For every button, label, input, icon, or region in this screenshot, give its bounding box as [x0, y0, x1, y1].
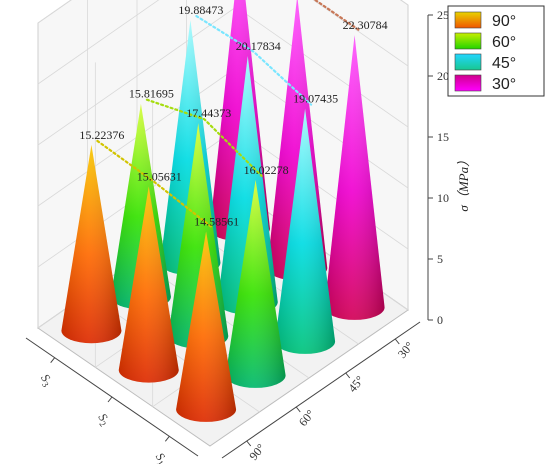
value-label-S2-90°: 15.05631	[137, 169, 182, 183]
legend: 90° 60° 45° 30°	[447, 5, 545, 97]
cone-S1-45°	[275, 108, 336, 354]
sample-tick-label: S3	[37, 371, 56, 389]
legend-label: 45°	[492, 55, 516, 72]
value-label-S1-90°: 14.58561	[194, 214, 239, 228]
sample-subscript: 3	[40, 380, 51, 390]
cone-S1-30°	[324, 35, 385, 320]
sample-tick-label: S1	[151, 450, 170, 464]
angle-tick-mark	[246, 440, 252, 447]
cone-shading	[118, 186, 179, 383]
dotted-connector-45°	[195, 14, 313, 106]
legend-label: 90°	[492, 13, 516, 30]
angle-tick-mark	[295, 406, 301, 413]
sample-axis: S3 S2 S1	[25, 337, 199, 464]
value-label-S1-30°: 22.30784	[343, 18, 388, 32]
z-axis-title: σ（MPa）	[456, 154, 471, 212]
value-label-S2-60°: 17.44373	[186, 106, 231, 120]
sample-subscript: 2	[97, 419, 108, 428]
cone-shading	[176, 231, 237, 422]
cone-S1-60°	[225, 179, 286, 388]
z-axis: 0 5 10 15 20 25 σ（MPa）	[427, 8, 471, 327]
cone-S1-90°	[176, 231, 237, 422]
sample-tick-mark	[164, 436, 170, 442]
sample-subscript: 1	[155, 458, 166, 464]
value-label-S2-45°: 20.17834	[236, 39, 281, 53]
z-tick-label: 10	[437, 191, 449, 205]
z-tick-label: 5	[437, 252, 443, 266]
dotted-connector-60°	[145, 98, 263, 177]
cone-S2-90°	[118, 186, 179, 383]
sample-tick-mark	[107, 396, 113, 403]
legend-swatch	[454, 53, 482, 71]
legend-swatch	[454, 11, 482, 29]
angle-axis-line	[221, 321, 421, 459]
cone-shading	[61, 144, 122, 344]
dotted-connector-90°	[96, 139, 214, 229]
value-label-S1-45°: 19.07435	[293, 92, 338, 106]
legend-swatch	[454, 32, 482, 50]
z-tick-label: 25	[437, 8, 449, 22]
legend-label: 30°	[492, 76, 516, 93]
cone-shading	[324, 35, 385, 320]
value-label-S3-90°: 15.22376	[79, 128, 124, 142]
dotted-connector-30°	[313, 0, 362, 33]
value-connectors	[96, 0, 362, 229]
z-tick-label: 0	[437, 313, 443, 327]
z-tick-label: 20	[437, 69, 449, 83]
value-label-S1-60°: 16.02278	[244, 163, 289, 177]
legend-swatch	[454, 74, 482, 92]
value-labels: 23.066719.8847322.3162215.8169520.178342…	[79, 3, 388, 228]
sample-tick-mark	[50, 357, 56, 363]
cone-S3-90°	[61, 144, 122, 344]
legend-label: 60°	[492, 34, 516, 51]
sample-tick-label: S2	[94, 411, 113, 429]
value-label-S3-60°: 15.81695	[129, 87, 174, 101]
angle-tick-mark	[345, 372, 351, 379]
angle-tick-mark	[394, 338, 400, 345]
z-tick-label: 15	[437, 130, 449, 144]
grid-line-z	[37, 0, 409, 85]
value-label-S3-45°: 19.88473	[178, 3, 223, 17]
cone-shading	[275, 108, 336, 354]
cone-shading	[225, 179, 286, 388]
